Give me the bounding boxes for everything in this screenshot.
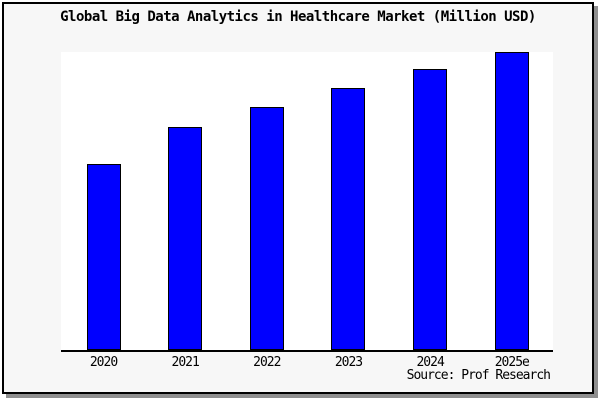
x-axis-labels: 2020 2021 2022 2023 2024 2025e: [61, 355, 553, 370]
bar-2024: [413, 69, 448, 350]
x-tick-label-2022: 2022: [253, 355, 281, 370]
x-tick-label-2020: 2020: [89, 355, 118, 370]
x-tick-label-2021: 2021: [171, 355, 200, 370]
bar-2020: [86, 163, 121, 350]
bar-2021: [168, 126, 203, 350]
bar-2022: [249, 106, 284, 350]
source-note: Source: Prof Research: [406, 368, 551, 383]
chart-title: Global Big Data Analytics in Healthcare …: [60, 9, 536, 25]
bar-2023: [331, 87, 366, 350]
bar-2025e: [494, 52, 529, 350]
x-tick-label-2023: 2023: [334, 355, 363, 370]
x-tick-label-2024: 2024: [416, 355, 444, 370]
plot-area: [61, 52, 553, 352]
chart-card: Global Big Data Analytics in Healthcare …: [2, 2, 594, 394]
x-tick-label-2025e: 2025e: [494, 355, 530, 370]
